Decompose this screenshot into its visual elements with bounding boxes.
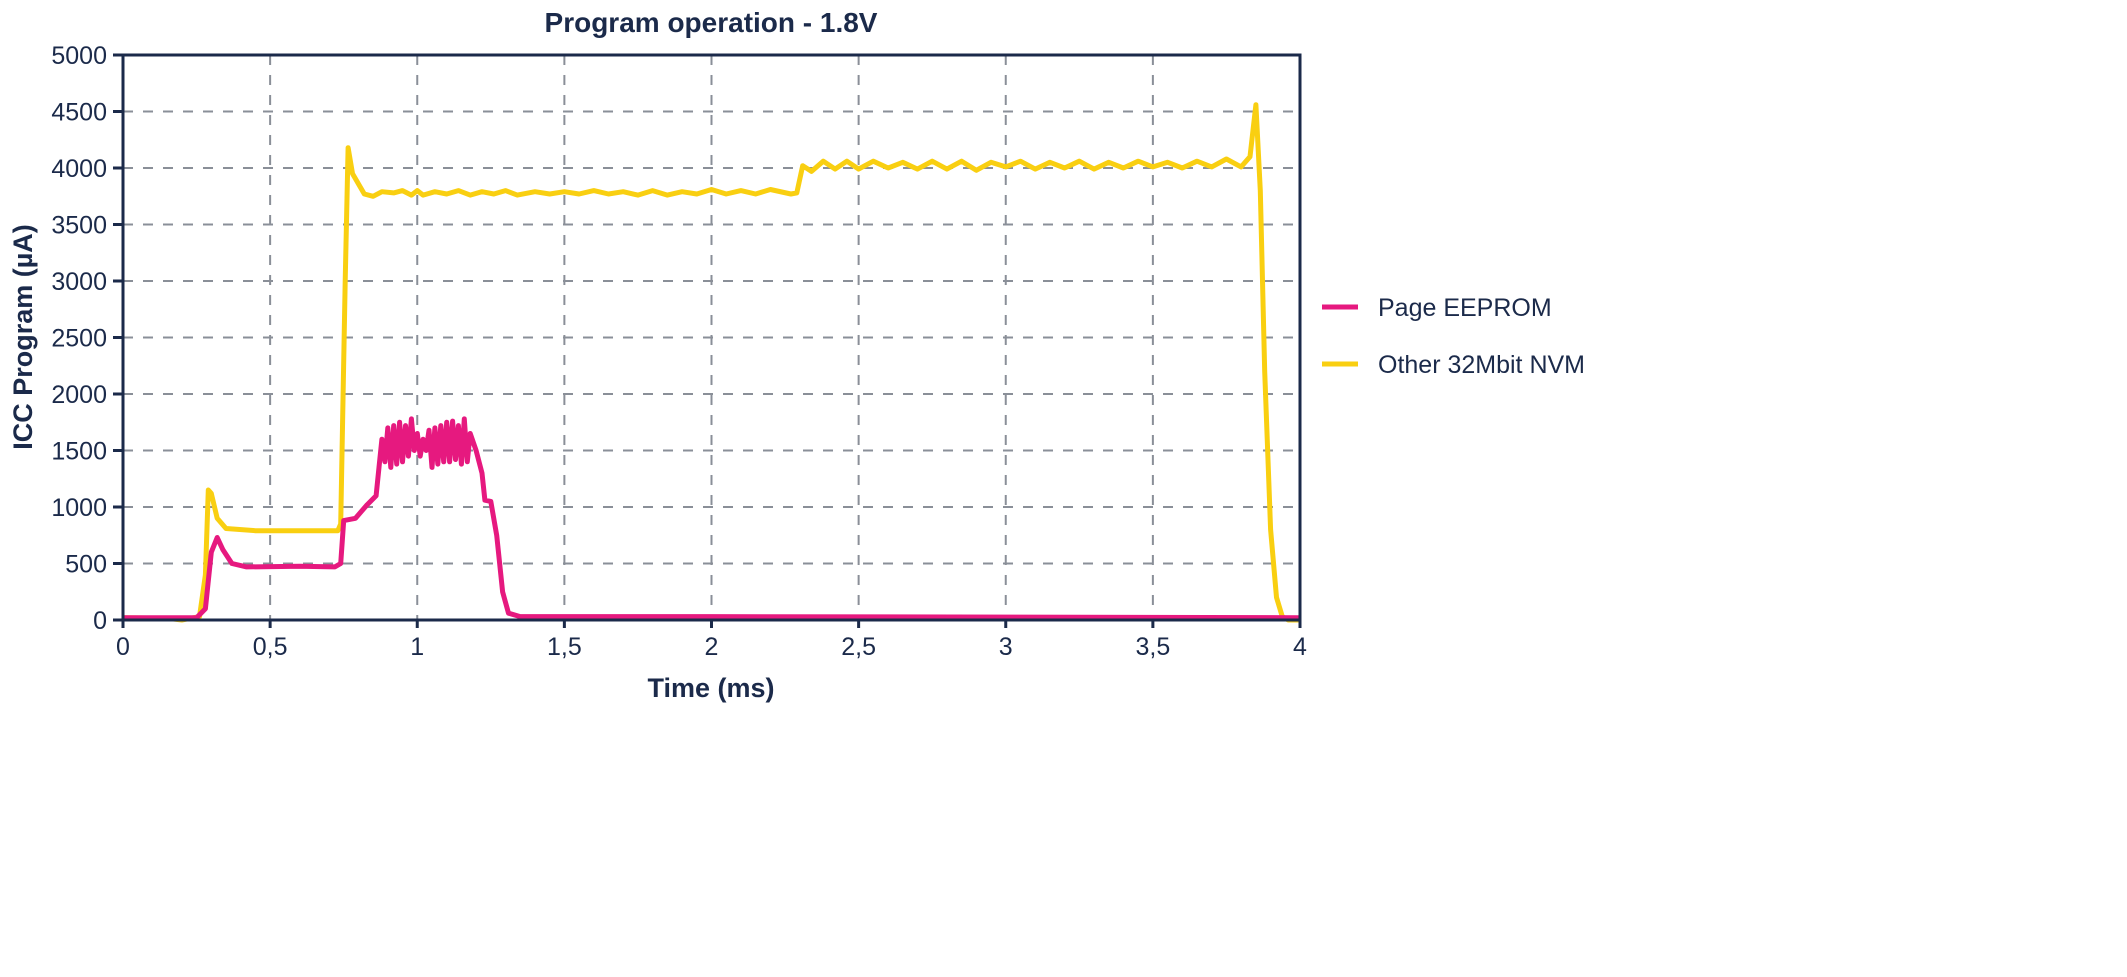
- legend-label: Page EEPROM: [1378, 294, 1552, 322]
- x-tick-label: 1,5: [547, 633, 582, 661]
- y-axis-label: ICC Program (µA): [8, 224, 38, 450]
- x-tick-label: 4: [1293, 633, 1307, 661]
- legend-label: Other 32Mbit NVM: [1378, 351, 1585, 379]
- y-tick-label: 4000: [51, 155, 107, 183]
- x-tick-label: 0: [116, 633, 130, 661]
- series-line-page-eeprom: [123, 416, 1301, 621]
- y-tick-label: 2500: [51, 325, 107, 353]
- legend: Page EEPROM Other 32Mbit NVM: [1322, 294, 1585, 379]
- x-tick-label: 3: [999, 633, 1013, 661]
- x-tick-label: 0,5: [253, 633, 288, 661]
- ticks: 0 0,5 1 1,5 2 2,5 3 3,5 4 0 500 1000 1500 2000 2500 300…: [51, 42, 1307, 661]
- series-line-other-32mbit-nvm: [122, 102, 1300, 623]
- y-tick-label: 2000: [51, 381, 107, 409]
- y-tick-label: 5000: [51, 42, 107, 70]
- x-axis-label: Time (ms): [647, 673, 774, 703]
- series-group: [122, 102, 1301, 623]
- y-tick-label: 0: [93, 607, 107, 635]
- x-tick-label: 2,5: [841, 633, 876, 661]
- y-tick-label: 1000: [51, 494, 107, 522]
- x-tick-label: 2: [705, 633, 719, 661]
- x-tick-label: 1: [410, 633, 424, 661]
- chart-title: Program operation - 1.8V: [545, 7, 878, 38]
- x-tick-label: 3,5: [1135, 633, 1170, 661]
- y-tick-label: 1500: [51, 438, 107, 466]
- grid: [123, 55, 1300, 620]
- y-tick-label: 3000: [51, 268, 107, 296]
- y-tick-label: 3500: [51, 212, 107, 240]
- y-tick-label: 500: [65, 551, 107, 579]
- y-tick-label: 4500: [51, 99, 107, 127]
